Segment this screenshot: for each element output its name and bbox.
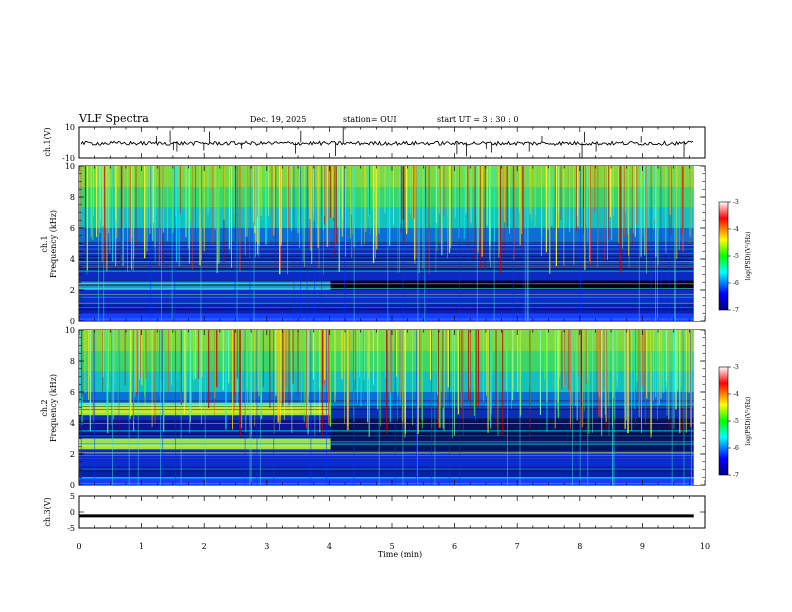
x-tick-label: 5 xyxy=(389,542,394,551)
colorbar-ticks: -3 -4 -5 -6 -7 -3 -4 -5 -6 -7 xyxy=(728,199,739,479)
colorbar-tick-label: -4 xyxy=(733,391,739,398)
ch1-colorbar-label: log(PSD)(V²/Hz) xyxy=(745,232,752,281)
ch1-spec-ytick-label: 2 xyxy=(70,286,75,295)
colorbar-tick-label: -3 xyxy=(733,199,739,206)
colorbar-tick-label: -6 xyxy=(733,445,739,452)
x-tick-label: 9 xyxy=(640,542,645,551)
ch2-spec-ytick-label: 4 xyxy=(70,419,75,428)
spectrogram-band xyxy=(79,187,694,208)
start-time-label: start UT = 3 : 30 : 0 xyxy=(437,115,518,124)
ch1-waveform-ylabel: ch.1(V) xyxy=(43,127,52,156)
x-tick-label: 8 xyxy=(577,542,582,551)
ch1-frequency-ylabel: Frequency (kHz) xyxy=(49,210,58,278)
x-tick-label: 10 xyxy=(700,542,710,551)
colorbar-tick-label: -5 xyxy=(733,253,739,260)
ch2-channel-label: ch.2 xyxy=(40,399,49,416)
spectrogram-band xyxy=(79,207,694,228)
ch3-wave-ytick-label: 0 xyxy=(70,508,75,517)
x-tick-label: 4 xyxy=(327,542,332,551)
spectrogram-band xyxy=(79,454,694,467)
figure-title: VLF Spectra xyxy=(78,112,149,125)
colorbar-tick-label: -4 xyxy=(733,226,739,233)
no-data-region xyxy=(693,166,705,321)
x-tick-label: 7 xyxy=(515,542,520,551)
x-tick-label: 0 xyxy=(76,542,81,551)
ch2-spec-ytick-label: 6 xyxy=(70,388,75,397)
ch1-wave-ytick-label: -10 xyxy=(62,154,75,163)
ch2-colorbar-label: log(PSD)(V²/Hz) xyxy=(745,397,752,446)
ch1-colorbar xyxy=(718,201,729,311)
ch2-yellow-core xyxy=(79,405,331,413)
x-axis-label: Time (min) xyxy=(378,550,422,559)
ch1-channel-label: ch.1 xyxy=(40,235,49,252)
spectrogram-band xyxy=(79,302,694,314)
ch2-spectrogram xyxy=(79,330,705,485)
x-tick-label: 1 xyxy=(139,542,144,551)
ch1-spectrogram xyxy=(79,166,705,321)
spectrogram-band xyxy=(79,228,694,244)
ch1-spec-ytick-label: 0 xyxy=(70,317,75,326)
ch1-spec-ytick-label: 10 xyxy=(65,162,75,171)
colorbar-tick-label: -6 xyxy=(733,280,739,287)
ch3-wave-ytick-label: 5 xyxy=(70,492,75,501)
spectrogram-band xyxy=(79,243,694,256)
ch3-waveform-ylabel: ch.3(V) xyxy=(43,497,52,526)
no-data-region xyxy=(693,330,705,485)
ch2-spec-ytick-label: 2 xyxy=(70,450,75,459)
spectrogram-band xyxy=(79,166,694,188)
ch1-waveform xyxy=(80,127,694,158)
colorbar-tick-label: -7 xyxy=(733,472,739,479)
ch2-colorbar xyxy=(718,366,729,476)
ch1-wave-ytick-label: 10 xyxy=(65,123,75,132)
x-tick-label: 6 xyxy=(452,542,457,551)
ch2-frequency-ylabel: Frequency (kHz) xyxy=(49,374,58,442)
colorbar-tick-label: -7 xyxy=(733,307,739,314)
x-tick-label: 2 xyxy=(202,542,207,551)
spectrogram-band xyxy=(79,466,694,478)
x-tick-label: 3 xyxy=(264,542,269,551)
colorbar-tick-label: -3 xyxy=(733,364,739,371)
colorbar-tick-label: -5 xyxy=(733,418,739,425)
station-label: station= OUI xyxy=(343,115,397,124)
date-label: Dec. 19, 2025 xyxy=(250,115,306,124)
spectrogram-band xyxy=(79,290,694,303)
ch1-spec-ytick-label: 8 xyxy=(70,193,75,202)
ch3-wave-ytick-label: -5 xyxy=(67,524,75,533)
ch2-spec-ytick-label: 0 xyxy=(70,481,75,490)
ch2-spec-ytick-label: 10 xyxy=(65,326,75,335)
ch1-spec-ytick-label: 6 xyxy=(70,224,75,233)
ch2-spec-ytick-label: 8 xyxy=(70,357,75,366)
ch2-yellow-core xyxy=(79,440,331,448)
ch1-spec-ytick-label: 4 xyxy=(70,255,75,264)
spectrogram-band xyxy=(79,313,694,321)
ch1-trace xyxy=(80,140,694,147)
spectrogram-band xyxy=(79,477,694,485)
